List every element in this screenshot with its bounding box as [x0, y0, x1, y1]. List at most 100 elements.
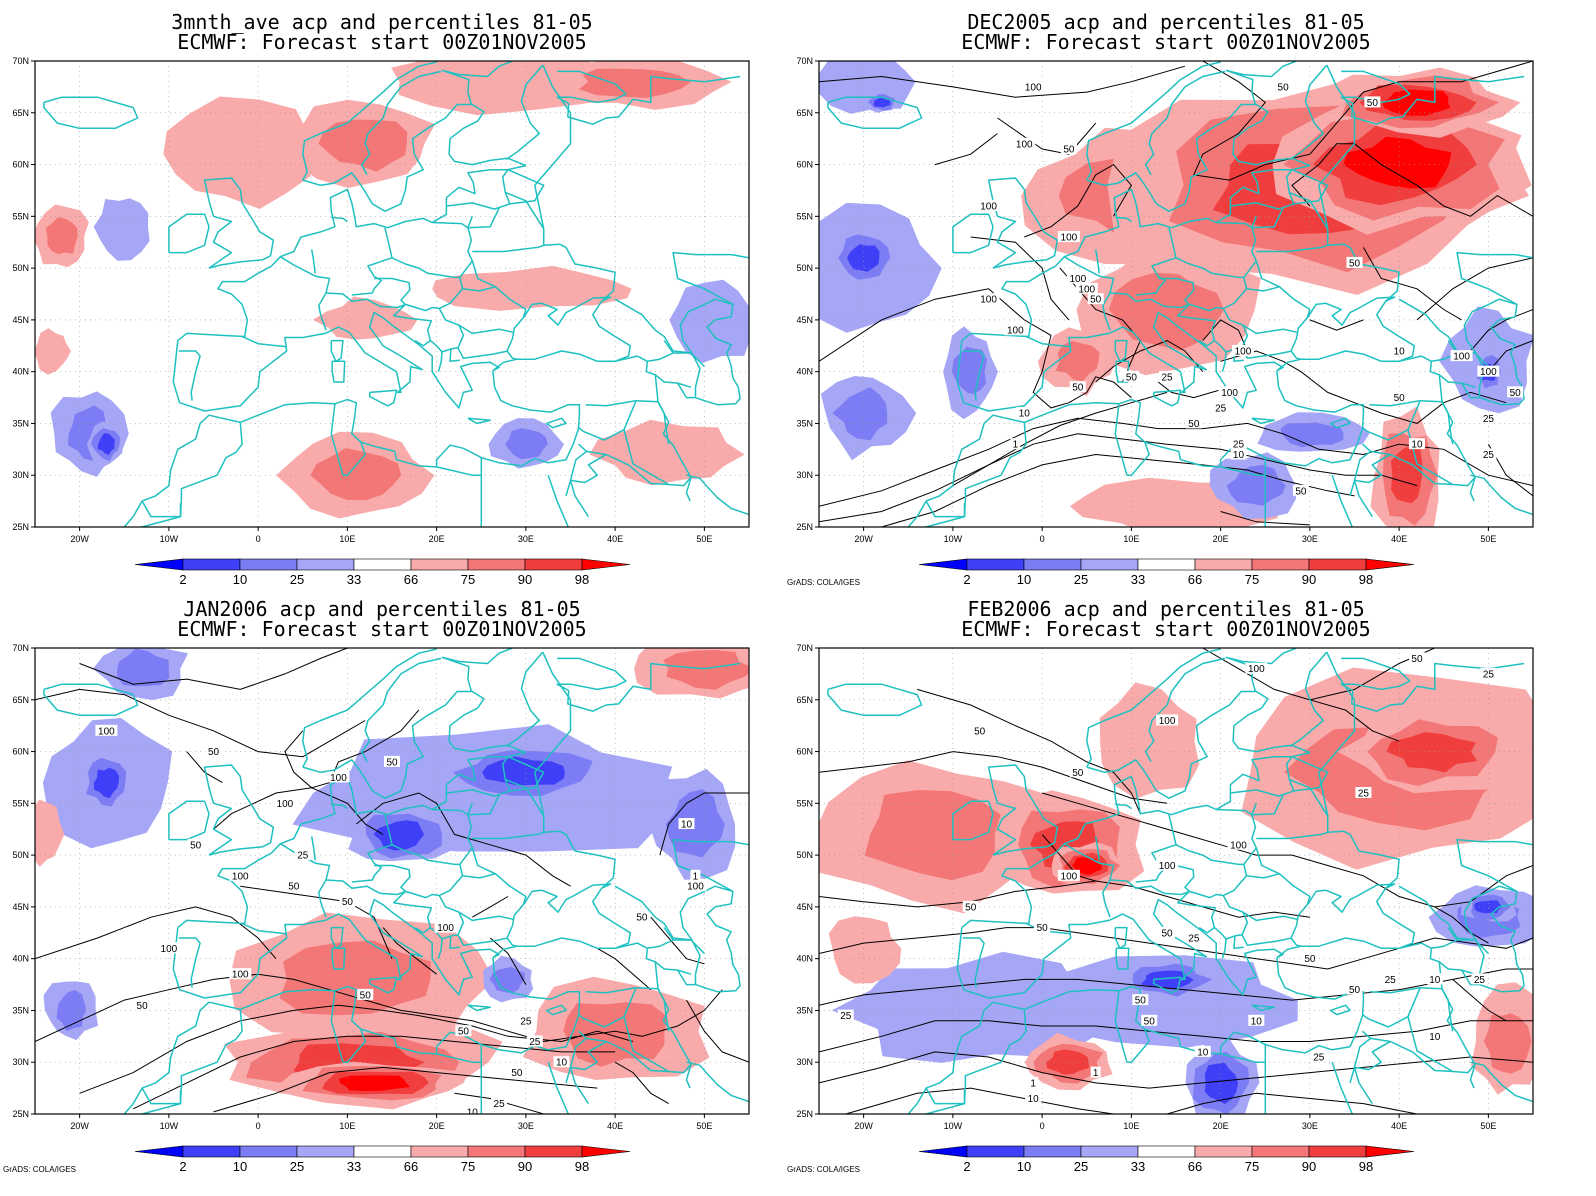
contour-label-bg: [1185, 931, 1202, 943]
lon-tick-label: 0: [1040, 534, 1045, 544]
contour-label-bg: [837, 1009, 854, 1021]
map-area: 50 25 100 100 50 50 25 100 100 100 50 50 50 25 50 50 25 1…: [819, 648, 1533, 1114]
coastline: [614, 885, 692, 941]
lon-tick-label: 10W: [944, 534, 963, 544]
colorbar-arrow-low: [134, 1145, 184, 1158]
contour-label: 50: [511, 1068, 523, 1079]
coastline: [1222, 895, 1298, 922]
contour-label-bg: [157, 942, 180, 954]
contour-label: 25: [1215, 403, 1227, 414]
colorbar-segment: [1080, 1145, 1139, 1158]
coastline: [1114, 990, 1128, 1063]
grads-credit: GrADS: COLA/IGES: [3, 1165, 76, 1174]
lon-tick-label: 10W: [160, 1121, 179, 1131]
lat-tick-label: 50N: [12, 850, 29, 860]
colorbar-label: 10: [1017, 572, 1031, 587]
coastline: [1109, 292, 1165, 308]
coastline: [471, 847, 527, 906]
shaded-region: [1226, 464, 1286, 506]
colorbar-label: 98: [1359, 572, 1373, 587]
shaded-region: [310, 448, 402, 501]
coastline: [1327, 243, 1400, 302]
coastlines: [827, 648, 1533, 1114]
shaded-region: [832, 387, 888, 441]
coastline: [331, 360, 346, 383]
coastline: [1469, 1064, 1476, 1089]
coastline: [492, 296, 632, 372]
shaded-region: [663, 650, 749, 690]
coastline: [325, 879, 381, 895]
colorbar-label: 66: [1188, 572, 1202, 587]
contour-line: [132, 1035, 616, 1110]
coastline: [685, 1064, 692, 1089]
contour-label: 10: [1429, 975, 1441, 986]
contour-line: [1220, 350, 1507, 424]
colorbar-label: 25: [290, 572, 304, 587]
lon-tick-label: 40E: [1391, 534, 1407, 544]
coastline: [1362, 401, 1421, 441]
contour-label: 50: [1278, 82, 1290, 93]
contour-label: 50: [458, 1027, 470, 1038]
contour-label-bg: [1471, 973, 1488, 985]
coastline: [1354, 1037, 1391, 1071]
contour-line: [213, 1066, 598, 1113]
shaded-region: [489, 966, 525, 994]
coastline: [467, 216, 473, 228]
contour-label-bg: [384, 755, 400, 767]
coastline: [827, 96, 923, 130]
coastline: [1225, 61, 1297, 78]
coastline: [330, 403, 344, 476]
shaded-percentile-field: [35, 648, 749, 1110]
coastline: [467, 207, 500, 229]
graticule: [35, 648, 749, 1114]
lat-tick-label: 65N: [12, 695, 29, 705]
coastline: [654, 961, 692, 975]
shaded-region: [93, 198, 150, 261]
lon-tick-label: 30E: [1302, 534, 1318, 544]
contour-line: [881, 453, 1355, 527]
colorbar-segment: [296, 558, 355, 571]
coastline: [964, 422, 1027, 499]
map-area: [35, 61, 749, 527]
contour-label-bg: [1227, 838, 1250, 850]
coastline: [1340, 657, 1525, 712]
lat-tick-label: 50N: [796, 263, 813, 273]
coastline: [1470, 1061, 1533, 1103]
coastline: [467, 794, 500, 816]
map-frame: [818, 60, 1534, 528]
contour-label: 50: [137, 1001, 149, 1012]
coastline: [449, 935, 460, 950]
contour-label-bg: [229, 968, 252, 980]
graticule: [819, 61, 1533, 527]
contour-label: 100: [1069, 274, 1086, 285]
contour-label-bg: [633, 911, 650, 923]
contour-line: [819, 1051, 1533, 1089]
coastline: [1164, 303, 1217, 347]
coastline: [441, 648, 513, 665]
contour-label-bg: [294, 849, 311, 861]
coastline: [907, 957, 1365, 1114]
contour-label-bg: [1010, 438, 1021, 450]
coastline: [1456, 251, 1533, 306]
colorbar-label: 25: [1074, 1159, 1088, 1174]
contour-label: 50: [1349, 258, 1361, 269]
coastline: [679, 885, 741, 993]
lon-tick-label: 40E: [607, 1121, 623, 1131]
contour-line: [489, 937, 527, 985]
lon-tick-label: 30E: [518, 1121, 534, 1131]
contour-label: 50: [386, 757, 398, 768]
coastline: [1114, 403, 1128, 476]
coastline: [203, 764, 275, 856]
contour-label-bg: [1426, 973, 1443, 985]
coastline: [570, 450, 607, 484]
coastline: [507, 756, 545, 792]
coastline: [657, 401, 670, 445]
lat-tick-label: 55N: [796, 211, 813, 221]
contour-label-bg: [1034, 921, 1051, 933]
coastline: [467, 417, 491, 425]
colorbar-segment: [296, 1145, 355, 1158]
colorbar-segment: [1251, 1145, 1310, 1158]
coastline: [1251, 417, 1275, 425]
contour-label: 100: [1248, 664, 1265, 675]
